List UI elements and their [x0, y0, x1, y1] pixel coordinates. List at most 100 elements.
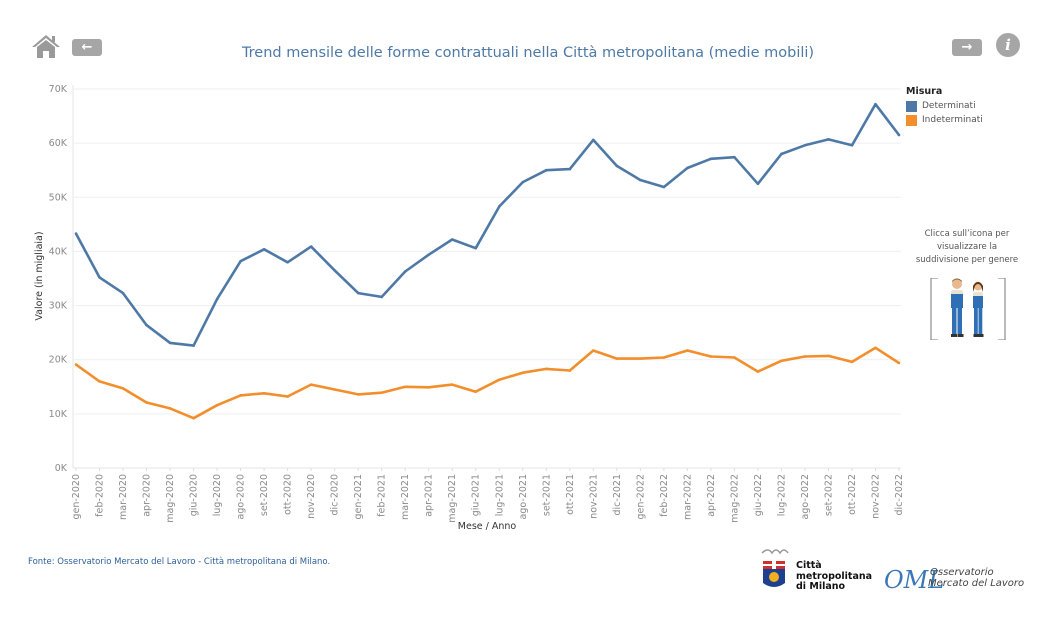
forward-button[interactable]: → — [952, 39, 982, 56]
data-point[interactable] — [733, 155, 736, 159]
data-point[interactable] — [286, 395, 289, 398]
data-point[interactable] — [544, 168, 548, 172]
source-note: Fonte: Osservatorio Mercato del Lavoro -… — [28, 557, 331, 567]
home-button[interactable] — [31, 33, 61, 59]
data-point[interactable] — [380, 295, 383, 299]
data-point[interactable] — [121, 291, 125, 295]
data-point[interactable] — [333, 388, 336, 391]
x-tick-label: mag-2022 — [729, 474, 740, 523]
data-point[interactable] — [568, 369, 572, 372]
data-point[interactable] — [874, 102, 877, 106]
data-point[interactable] — [615, 164, 619, 168]
citta-metropolitana-logo — [760, 547, 870, 593]
logo-text-line: Città — [796, 560, 822, 571]
data-point[interactable] — [850, 360, 854, 364]
data-point[interactable] — [756, 370, 760, 373]
info-button[interactable]: i — [996, 33, 1020, 57]
x-tick-label: lug-2020 — [212, 474, 223, 516]
data-point[interactable] — [827, 354, 830, 358]
data-point[interactable] — [98, 380, 101, 383]
data-point[interactable] — [521, 180, 525, 184]
data-point[interactable] — [215, 297, 219, 301]
data-point[interactable] — [168, 407, 172, 410]
data-point[interactable] — [639, 357, 642, 360]
data-point[interactable] — [897, 133, 901, 137]
data-point[interactable] — [98, 276, 101, 279]
x-tick-label: ago-2020 — [236, 474, 247, 519]
arrow-right-icon: → — [961, 40, 973, 55]
data-point[interactable] — [427, 253, 431, 256]
data-point[interactable] — [615, 357, 619, 360]
x-tick-label: lug-2022 — [776, 474, 787, 516]
data-point[interactable] — [709, 355, 713, 358]
data-point[interactable] — [568, 167, 572, 171]
data-point[interactable] — [803, 144, 807, 147]
x-tick-label: gen-2020 — [71, 474, 82, 520]
data-point[interactable] — [733, 356, 736, 359]
data-point[interactable] — [662, 356, 666, 359]
data-point[interactable] — [803, 355, 807, 358]
data-point[interactable] — [168, 341, 172, 345]
data-point[interactable] — [897, 361, 901, 365]
data-point[interactable] — [639, 178, 642, 182]
data-point[interactable] — [780, 152, 783, 156]
legend-item-determinati[interactable]: Determinati — [906, 99, 983, 113]
data-point[interactable] — [544, 367, 548, 371]
data-point[interactable] — [309, 383, 313, 386]
data-point[interactable] — [215, 403, 219, 407]
data-point[interactable] — [403, 270, 407, 273]
data-point[interactable] — [686, 166, 689, 170]
data-point[interactable] — [192, 344, 195, 347]
data-point[interactable] — [592, 349, 595, 352]
y-tick-label: 30K — [49, 301, 68, 312]
data-point[interactable] — [686, 349, 689, 352]
data-point[interactable] — [497, 378, 501, 382]
data-point[interactable] — [145, 323, 148, 327]
citta-metropolitana-text: Città metropolitana di Milano — [796, 560, 872, 593]
data-point[interactable] — [262, 247, 266, 251]
data-point[interactable] — [474, 390, 478, 393]
legend-label: Determinati — [922, 101, 976, 111]
data-point[interactable] — [403, 385, 407, 389]
data-point[interactable] — [521, 371, 525, 375]
data-point[interactable] — [709, 157, 713, 161]
data-point[interactable] — [592, 138, 595, 142]
data-point[interactable] — [74, 232, 78, 235]
data-point[interactable] — [239, 394, 242, 397]
data-point[interactable] — [450, 238, 454, 241]
oml-text-line: Mercato del Lavoro — [928, 578, 1024, 589]
data-point[interactable] — [286, 260, 289, 264]
x-tick-label: set-2020 — [259, 474, 270, 516]
data-point[interactable] — [756, 182, 760, 186]
data-point[interactable] — [380, 391, 383, 395]
data-point[interactable] — [497, 205, 501, 208]
data-point[interactable] — [662, 185, 666, 189]
back-button[interactable]: ← — [72, 39, 102, 56]
x-tick-label: gen-2022 — [635, 474, 646, 520]
data-point[interactable] — [850, 144, 854, 147]
data-point[interactable] — [309, 245, 313, 248]
series-line-determinati[interactable] — [74, 102, 901, 347]
data-point[interactable] — [333, 269, 336, 272]
data-point[interactable] — [827, 138, 830, 141]
data-point[interactable] — [356, 393, 360, 396]
data-point[interactable] — [262, 391, 266, 395]
gender-breakdown-button[interactable] — [930, 277, 1006, 341]
data-point[interactable] — [145, 401, 148, 404]
y-tick-label: 10K — [49, 409, 68, 420]
data-point[interactable] — [450, 383, 454, 386]
legend-item-indeterminati[interactable]: Indeterminati — [906, 113, 983, 127]
data-point[interactable] — [192, 416, 195, 420]
data-point[interactable] — [427, 386, 431, 389]
data-point[interactable] — [239, 259, 242, 263]
x-axis-ticks: gen-2020 feb-2020 mar-2020 apr-2020 mag-2020… — [71, 468, 905, 523]
data-point[interactable] — [121, 387, 125, 390]
x-tick-label: dic-2022 — [894, 474, 905, 516]
data-point[interactable] — [474, 246, 478, 250]
y-tick-label: 20K — [49, 355, 68, 366]
series-line-indeterminati[interactable] — [75, 346, 900, 420]
data-point[interactable] — [74, 363, 78, 366]
data-point[interactable] — [780, 359, 783, 363]
data-point[interactable] — [356, 291, 360, 295]
data-point[interactable] — [874, 346, 877, 350]
